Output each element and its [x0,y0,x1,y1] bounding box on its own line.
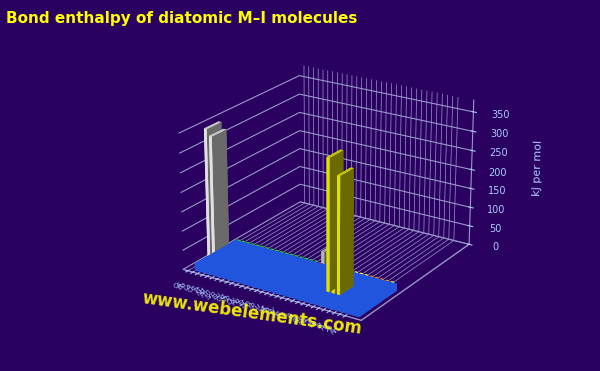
Text: Bond enthalpy of diatomic M–I molecules: Bond enthalpy of diatomic M–I molecules [6,11,358,26]
Text: www.webelements.com: www.webelements.com [141,289,363,338]
